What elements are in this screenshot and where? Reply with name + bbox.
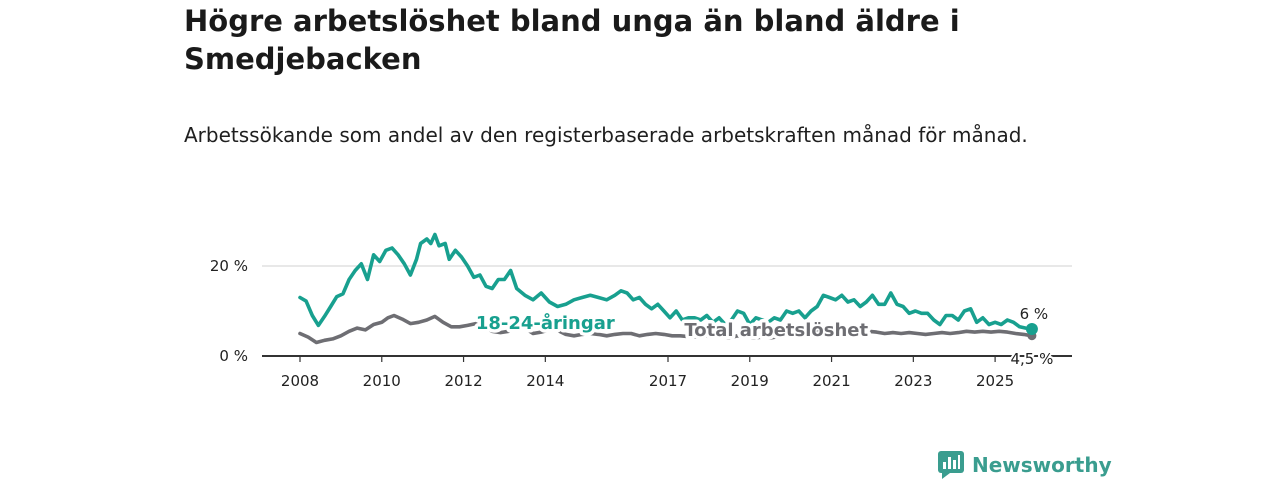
line-chart: 0 % 20 % 2008 2010 2012 2014 2017 2019 2021 2023 2… — [210, 232, 1072, 390]
x-tick-label: 2025 — [976, 372, 1014, 390]
x-tick-label: 2014 — [526, 372, 564, 390]
x-tick-label: 2008 — [281, 372, 319, 390]
y-tick-label: 0 % — [219, 347, 248, 365]
newsworthy-logo-icon — [938, 451, 964, 479]
x-tick-label: 2012 — [444, 372, 482, 390]
label-layer: 18-24-åringar Total arbetslöshet 6 % 4,5 % — [472, 303, 1055, 370]
chart-subtitle: Arbetssökande som andel av den registerb… — [184, 123, 1028, 147]
series-label-total: Total arbetslöshet — [684, 320, 868, 341]
x-tick-label: 2017 — [649, 372, 687, 390]
series-line-18-24-åringar — [298, 232, 1034, 331]
y-tick-label: 20 % — [210, 257, 248, 275]
x-tick-label: 2023 — [894, 372, 932, 390]
x-tick-label: 2019 — [731, 372, 769, 390]
end-value-label-total: 4,5 % — [1010, 350, 1053, 368]
series-end-point-18-24-åringar — [1025, 323, 1038, 335]
grid-layer: 0 % 20 % 2008 2010 2012 2014 2017 2019 2021 2023 2… — [210, 257, 1072, 390]
brand-name: Newsworthy — [972, 453, 1112, 477]
series-layer — [298, 232, 1038, 345]
newsworthy-brand: Newsworthy — [938, 450, 1112, 480]
chart-title: Högre arbetslöshet bland unga än bland ä… — [184, 4, 960, 76]
x-tick-label: 2021 — [812, 372, 850, 390]
end-value-label-youth: 6 % — [1020, 305, 1049, 323]
series-line-total-arbetslöshet — [298, 313, 1034, 345]
x-tick-label: 2010 — [363, 372, 401, 390]
series-label-youth: 18-24-åringar — [476, 312, 615, 334]
